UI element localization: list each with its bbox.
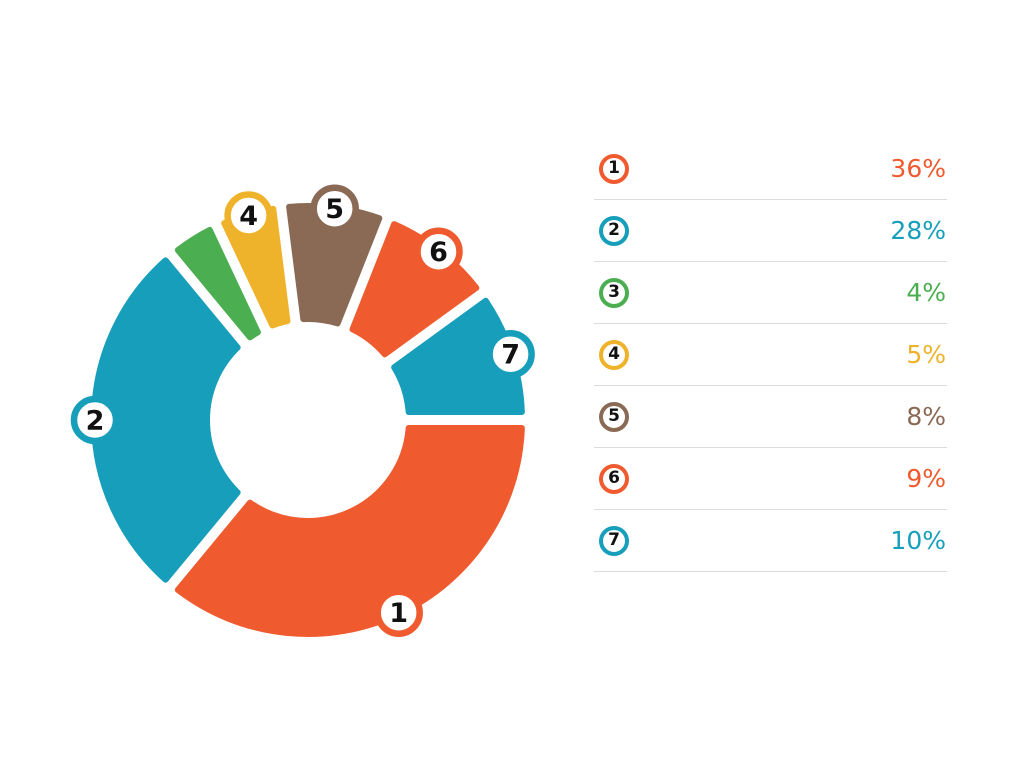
- legend-row-1: 1 36%: [594, 138, 947, 200]
- chart-badge-7: 7: [486, 329, 535, 379]
- chart-segment-1: [174, 425, 525, 637]
- chart-segment-7: [391, 297, 525, 415]
- legend-row-3: 3 4%: [594, 262, 947, 324]
- chart-badge-label-2: 2: [86, 406, 105, 437]
- legend-value-5: 8%: [906, 402, 946, 431]
- legend-value-4: 5%: [906, 340, 946, 369]
- legend: 1 36% 2 28% 3 4% 4 5% 5 8% 6 9% 7 10%: [594, 138, 947, 572]
- legend-row-5: 5 8%: [594, 386, 947, 448]
- chart-badge-label-7: 7: [501, 340, 520, 371]
- legend-badge-6: 6: [599, 463, 629, 494]
- legend-value-6: 9%: [906, 464, 946, 493]
- legend-value-2: 28%: [890, 216, 946, 245]
- legend-badge-3: 3: [599, 277, 629, 308]
- chart-badge-ring-6: [414, 227, 463, 276]
- legend-row-4: 4 5%: [594, 324, 947, 386]
- chart-segment-3: [174, 226, 261, 341]
- legend-row-6: 6 9%: [594, 448, 947, 510]
- chart-badge-1: 1: [374, 588, 423, 637]
- chart-badge-label-1: 1: [389, 598, 408, 629]
- chart-badge-5: 5: [310, 184, 359, 233]
- chart-badge-6: 6: [414, 227, 463, 276]
- legend-value-1: 36%: [890, 154, 946, 183]
- legend-badge-1: 1: [599, 153, 629, 184]
- chart-badge-label-5: 5: [325, 194, 344, 225]
- legend-row-7: 7 10%: [594, 510, 947, 572]
- legend-badge-7: 7: [599, 525, 629, 556]
- legend-row-2: 2 28%: [594, 200, 947, 262]
- chart-badge-ring-5: [310, 184, 359, 233]
- chart-badge-ring-7: [486, 329, 535, 379]
- chart-badge-ring-1: [374, 588, 423, 637]
- chart-segment-2: [90, 257, 241, 583]
- legend-value-3: 4%: [906, 278, 946, 307]
- chart-badge-label-4: 4: [239, 201, 258, 232]
- chart-badge-ring-2: [70, 395, 120, 445]
- chart-badge-2: 2: [70, 395, 120, 445]
- chart-badge-ring-4: [224, 191, 273, 240]
- legend-value-7: 10%: [890, 526, 946, 555]
- chart-badge-label-6: 6: [429, 237, 448, 268]
- legend-badge-5: 5: [599, 401, 629, 432]
- legend-badge-4: 4: [599, 339, 629, 370]
- legend-badge-2: 2: [599, 215, 629, 246]
- chart-badge-4: 4: [224, 191, 273, 240]
